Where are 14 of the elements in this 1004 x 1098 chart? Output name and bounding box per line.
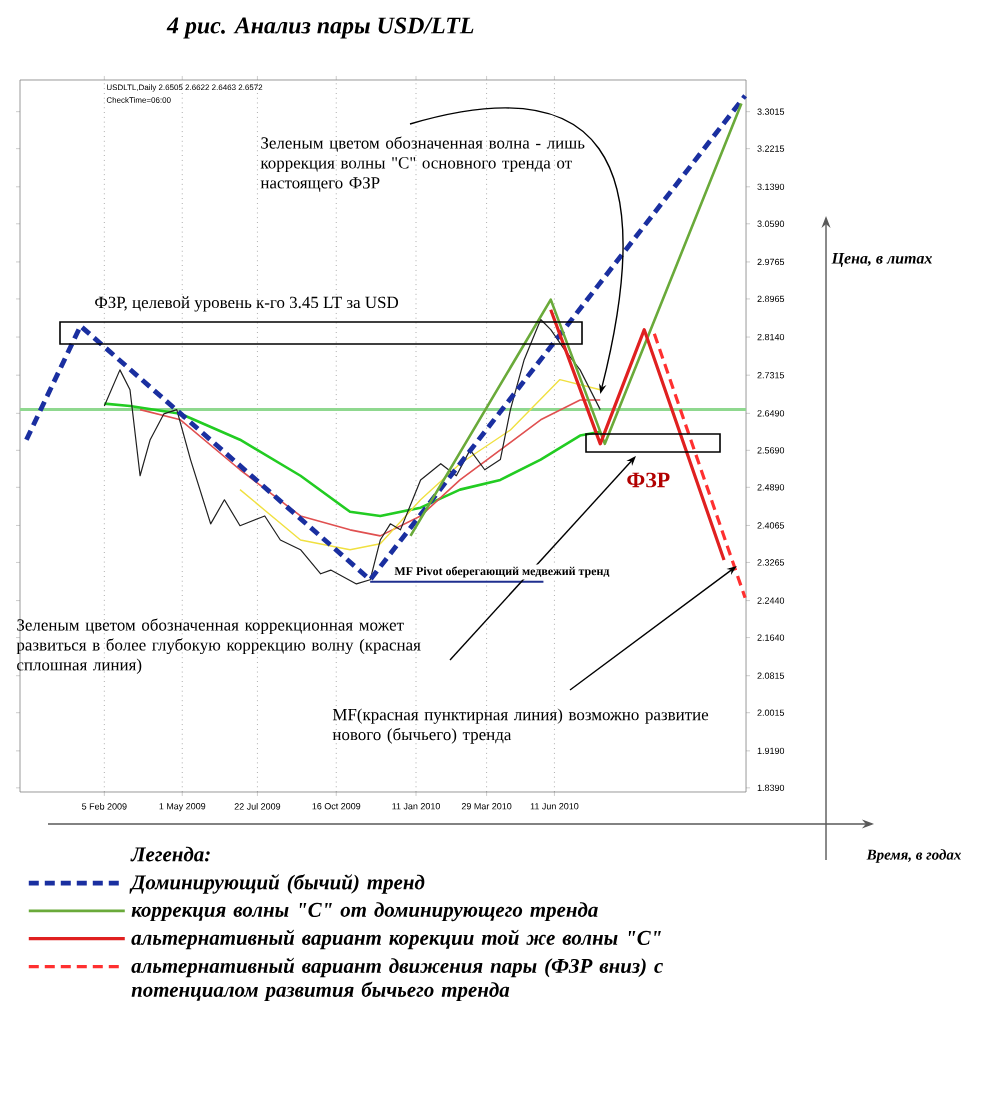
annotation: MF(красная пунктирная линия) возможно развитие нового (бычьего) тренда	[332, 708, 709, 744]
line-series	[24, 93, 748, 583]
legend-label: Доминирующий (бычий) тренд	[129, 874, 425, 894]
annotation: ФЗР, целевой уровень к-го 3.45 LT за USD	[95, 296, 399, 312]
legend-label: альтернативный вариант корекции той же волны "C"	[131, 929, 661, 950]
annotation: Зеленым цветом обозначенная волна - лишь коррекция волны "C" основного тренда от настоящего ФЗР	[260, 136, 585, 192]
legend-label: коррекция волны "C" от доминирующего тренда	[131, 902, 598, 922]
line-series	[103, 402, 602, 518]
annotation: ФЗР	[627, 472, 670, 488]
annotation: Зеленым цветом обозначенная коррекционная может развиться в более глубокую коррекцию волну (красная сплошная линия)	[16, 618, 421, 674]
line-series	[549, 308, 726, 562]
chart-title: 4 рис. Анализ пары USD/LTL	[166, 17, 474, 39]
legend-title: Легенда:	[130, 846, 210, 862]
legend-label: альтернативный вариант движения пары (ФЗР вниз) с потенциалом развития бычьего тренда	[131, 957, 663, 1002]
